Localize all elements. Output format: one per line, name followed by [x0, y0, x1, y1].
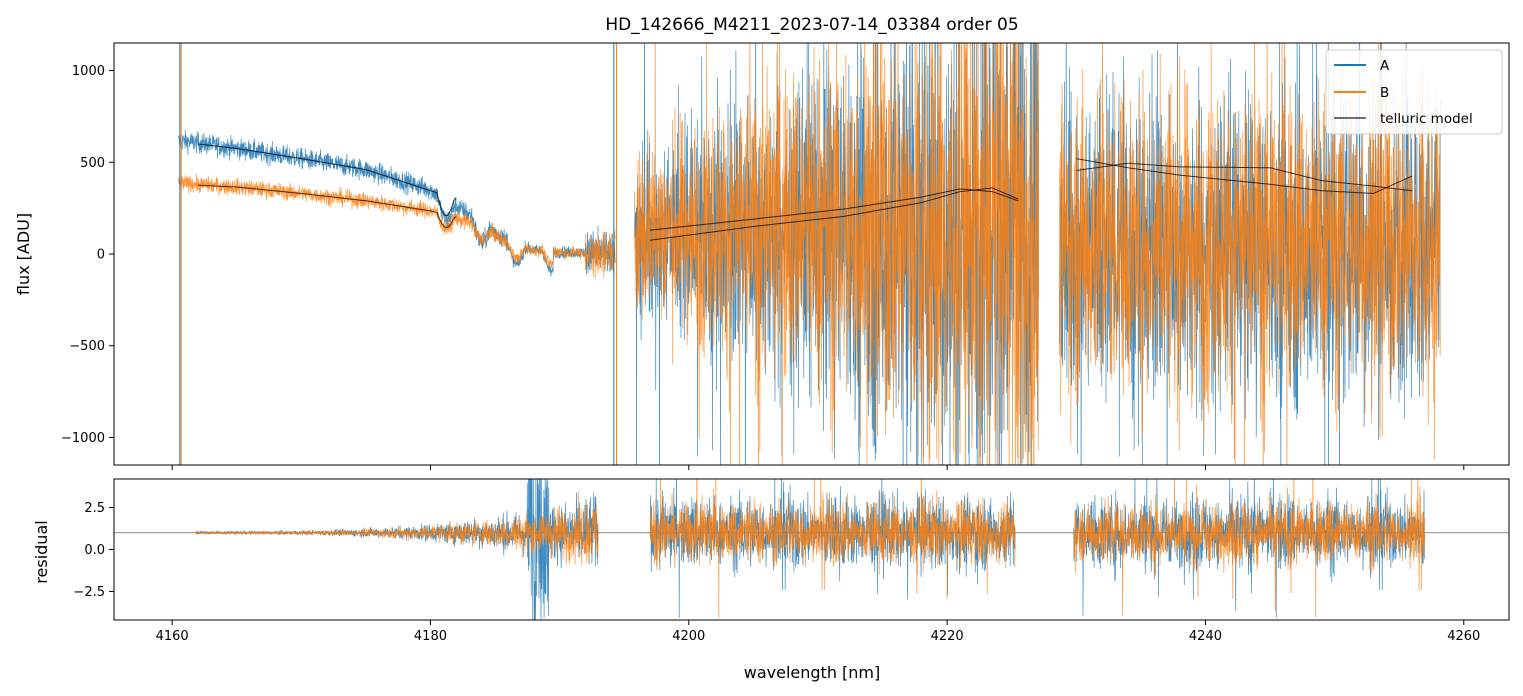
residual-y-tick-label: 0.0: [84, 543, 105, 558]
main-y-tick-label: −500: [69, 339, 105, 354]
main-y-tick-label: 1000: [72, 64, 105, 79]
x-tick-label: 4160: [156, 629, 189, 644]
legend: A B telluric model: [1325, 49, 1503, 135]
residual-y-tick-label: −2.5: [73, 585, 105, 600]
main-ticks: −1000 −500 0 500 1000: [61, 64, 1465, 470]
telluric-model-line: [197, 184, 457, 229]
main-y-tick-label: 500: [80, 156, 105, 171]
main-panel: −1000 −500 0 500 1000 flux [ADU] A B telluri…: [14, 42, 1510, 470]
main-plot-area: [178, 43, 1441, 465]
x-tick-label: 4260: [1447, 629, 1480, 644]
main-y-tick-label: 0: [97, 248, 105, 263]
x-axis-label: wavelength [nm]: [744, 663, 881, 682]
residual-panel: 4160 4180 4200 4220 4240 4260 −2.5 0.0 2.5 resid…: [32, 478, 1510, 682]
x-tick-label: 4240: [1189, 629, 1222, 644]
x-tick-label: 4200: [672, 629, 705, 644]
telluric-model-line: [197, 143, 457, 217]
telluric-model-line: [649, 188, 1019, 231]
chart-title: HD_142666_M4211_2023-07-14_03384 order 0…: [605, 15, 1018, 35]
telluric-model-line: [1076, 158, 1413, 194]
x-tick-label: 4180: [414, 629, 447, 644]
main-y-axis-label: flux [ADU]: [14, 213, 33, 295]
main-y-tick-label: −1000: [61, 431, 105, 446]
telluric-model-line: [1076, 162, 1413, 192]
legend-label-a: A: [1380, 58, 1390, 74]
residual-y-tick-label: 2.5: [84, 501, 105, 516]
residual-plot-area: [114, 479, 1509, 620]
legend-label-b: B: [1380, 85, 1389, 101]
residual-y-axis-label: residual: [32, 520, 51, 583]
residual-b-line: [195, 479, 1426, 618]
residual-ticks: 4160 4180 4200 4220 4240 4260 −2.5 0.0 2.5: [73, 501, 1480, 644]
legend-label-telluric: telluric model: [1380, 111, 1473, 127]
legend-frame: [1325, 49, 1503, 135]
telluric-model-line: [649, 187, 1019, 241]
series-b-line: [178, 43, 1441, 465]
x-tick-label: 4220: [931, 629, 964, 644]
